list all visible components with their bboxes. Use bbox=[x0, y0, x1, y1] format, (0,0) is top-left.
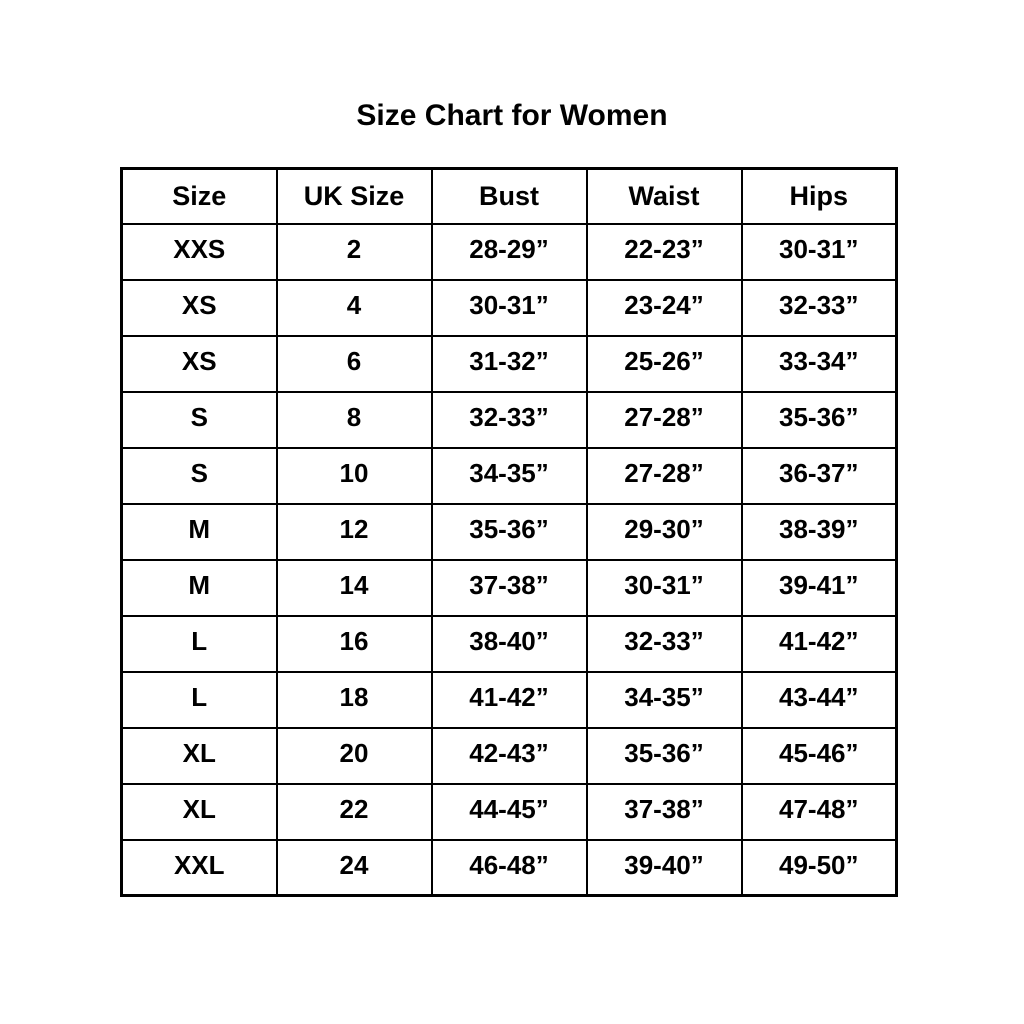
table-row: M 12 35-36” 29-30” 38-39” bbox=[120, 502, 898, 561]
table-cell: 32-33” bbox=[430, 390, 588, 449]
page-title: Size Chart for Women bbox=[356, 99, 668, 132]
table-cell: 41-42” bbox=[430, 670, 588, 729]
table-header-row: Size UK Size Bust Waist Hips bbox=[120, 167, 898, 225]
table-cell: 16 bbox=[275, 614, 433, 673]
table-cell: 22-23” bbox=[585, 222, 743, 281]
table-cell: 38-39” bbox=[740, 502, 898, 561]
table-cell: XS bbox=[120, 334, 278, 393]
table-cell: 42-43” bbox=[430, 726, 588, 785]
size-chart-table: Size UK Size Bust Waist Hips XXS 2 28-29” 22-23… bbox=[120, 167, 898, 897]
table-cell: 39-41” bbox=[740, 558, 898, 617]
table-row: XXL 24 46-48” 39-40” 49-50” bbox=[120, 838, 898, 897]
table-cell: 37-38” bbox=[430, 558, 588, 617]
table-cell: 14 bbox=[275, 558, 433, 617]
table-cell: 10 bbox=[275, 446, 433, 505]
table-cell: 2 bbox=[275, 222, 433, 281]
table-cell: 35-36” bbox=[585, 726, 743, 785]
table-cell: 32-33” bbox=[585, 614, 743, 673]
column-header: Hips bbox=[740, 167, 898, 225]
table-cell: 20 bbox=[275, 726, 433, 785]
table-cell: XXS bbox=[120, 222, 278, 281]
table-cell: 32-33” bbox=[740, 278, 898, 337]
table-row: XL 22 44-45” 37-38” 47-48” bbox=[120, 782, 898, 841]
table-row: S 10 34-35” 27-28” 36-37” bbox=[120, 446, 898, 505]
table-cell: S bbox=[120, 390, 278, 449]
table-cell: XXL bbox=[120, 838, 278, 897]
table-cell: S bbox=[120, 446, 278, 505]
table-cell: 27-28” bbox=[585, 446, 743, 505]
table-row: XS 4 30-31” 23-24” 32-33” bbox=[120, 278, 898, 337]
table-cell: 4 bbox=[275, 278, 433, 337]
table-cell: 49-50” bbox=[740, 838, 898, 897]
table-cell: 29-30” bbox=[585, 502, 743, 561]
table-cell: 44-45” bbox=[430, 782, 588, 841]
column-header: Bust bbox=[430, 167, 588, 225]
table-row: XL 20 42-43” 35-36” 45-46” bbox=[120, 726, 898, 785]
table-cell: 30-31” bbox=[430, 278, 588, 337]
table-row: S 8 32-33” 27-28” 35-36” bbox=[120, 390, 898, 449]
table-cell: 45-46” bbox=[740, 726, 898, 785]
table-cell: 24 bbox=[275, 838, 433, 897]
table-row: L 16 38-40” 32-33” 41-42” bbox=[120, 614, 898, 673]
table-cell: 33-34” bbox=[740, 334, 898, 393]
table-cell: M bbox=[120, 502, 278, 561]
table-cell: 36-37” bbox=[740, 446, 898, 505]
table-cell: 47-48” bbox=[740, 782, 898, 841]
table-cell: 35-36” bbox=[430, 502, 588, 561]
table-cell: L bbox=[120, 614, 278, 673]
column-header: Size bbox=[120, 167, 278, 225]
table-cell: XL bbox=[120, 726, 278, 785]
table-cell: 28-29” bbox=[430, 222, 588, 281]
size-chart-table-container: Size UK Size Bust Waist Hips XXS 2 28-29” 22-23… bbox=[120, 167, 898, 897]
column-header: Waist bbox=[585, 167, 743, 225]
table-cell: 39-40” bbox=[585, 838, 743, 897]
table-row: L 18 41-42” 34-35” 43-44” bbox=[120, 670, 898, 729]
table-cell: XL bbox=[120, 782, 278, 841]
table-header: Size UK Size Bust Waist Hips bbox=[120, 167, 898, 225]
table-cell: 41-42” bbox=[740, 614, 898, 673]
table-row: M 14 37-38” 30-31” 39-41” bbox=[120, 558, 898, 617]
table-cell: 6 bbox=[275, 334, 433, 393]
table-cell: L bbox=[120, 670, 278, 729]
table-cell: 34-35” bbox=[430, 446, 588, 505]
table-cell: 22 bbox=[275, 782, 433, 841]
table-cell: 18 bbox=[275, 670, 433, 729]
table-cell: 30-31” bbox=[585, 558, 743, 617]
table-cell: 8 bbox=[275, 390, 433, 449]
table-cell: 43-44” bbox=[740, 670, 898, 729]
table-cell: 35-36” bbox=[740, 390, 898, 449]
table-cell: 31-32” bbox=[430, 334, 588, 393]
table-cell: 34-35” bbox=[585, 670, 743, 729]
table-cell: 30-31” bbox=[740, 222, 898, 281]
table-cell: M bbox=[120, 558, 278, 617]
table-cell: 27-28” bbox=[585, 390, 743, 449]
table-cell: XS bbox=[120, 278, 278, 337]
column-header: UK Size bbox=[275, 167, 433, 225]
table-cell: 12 bbox=[275, 502, 433, 561]
table-cell: 46-48” bbox=[430, 838, 588, 897]
table-row: XXS 2 28-29” 22-23” 30-31” bbox=[120, 222, 898, 281]
table-cell: 25-26” bbox=[585, 334, 743, 393]
table-cell: 23-24” bbox=[585, 278, 743, 337]
table-cell: 38-40” bbox=[430, 614, 588, 673]
table-cell: 37-38” bbox=[585, 782, 743, 841]
table-body: XXS 2 28-29” 22-23” 30-31” XS 4 30-31” 23-24” 32-… bbox=[120, 222, 898, 897]
table-row: XS 6 31-32” 25-26” 33-34” bbox=[120, 334, 898, 393]
